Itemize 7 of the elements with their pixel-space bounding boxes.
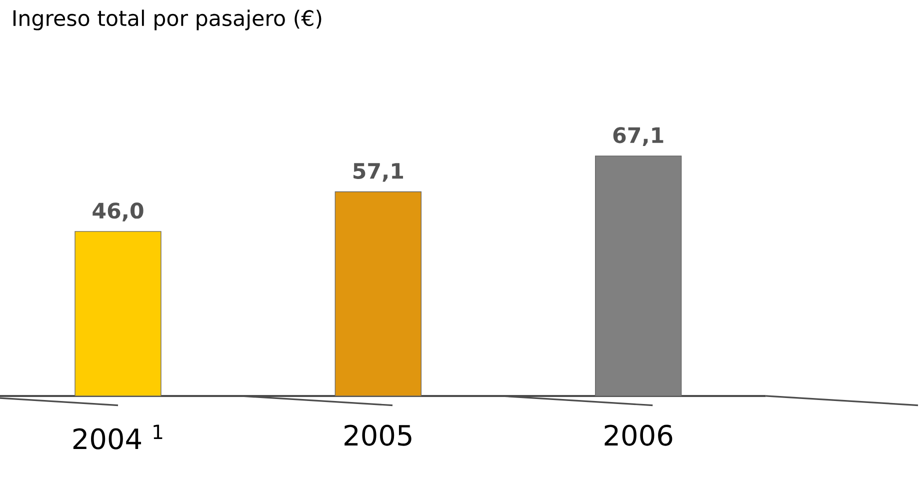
x-tick-label: 2004 $^{1}$ <box>73 424 162 450</box>
chart-title: Ingreso total por pasajero (€) <box>13 10 322 30</box>
data-label: 46,0 <box>92 202 144 222</box>
data-label: 57,1 <box>354 163 404 182</box>
data-label: 67,1 <box>613 127 664 146</box>
x-tick-label: 2006 <box>604 424 672 446</box>
x-tick-label: 2005 <box>344 424 412 446</box>
